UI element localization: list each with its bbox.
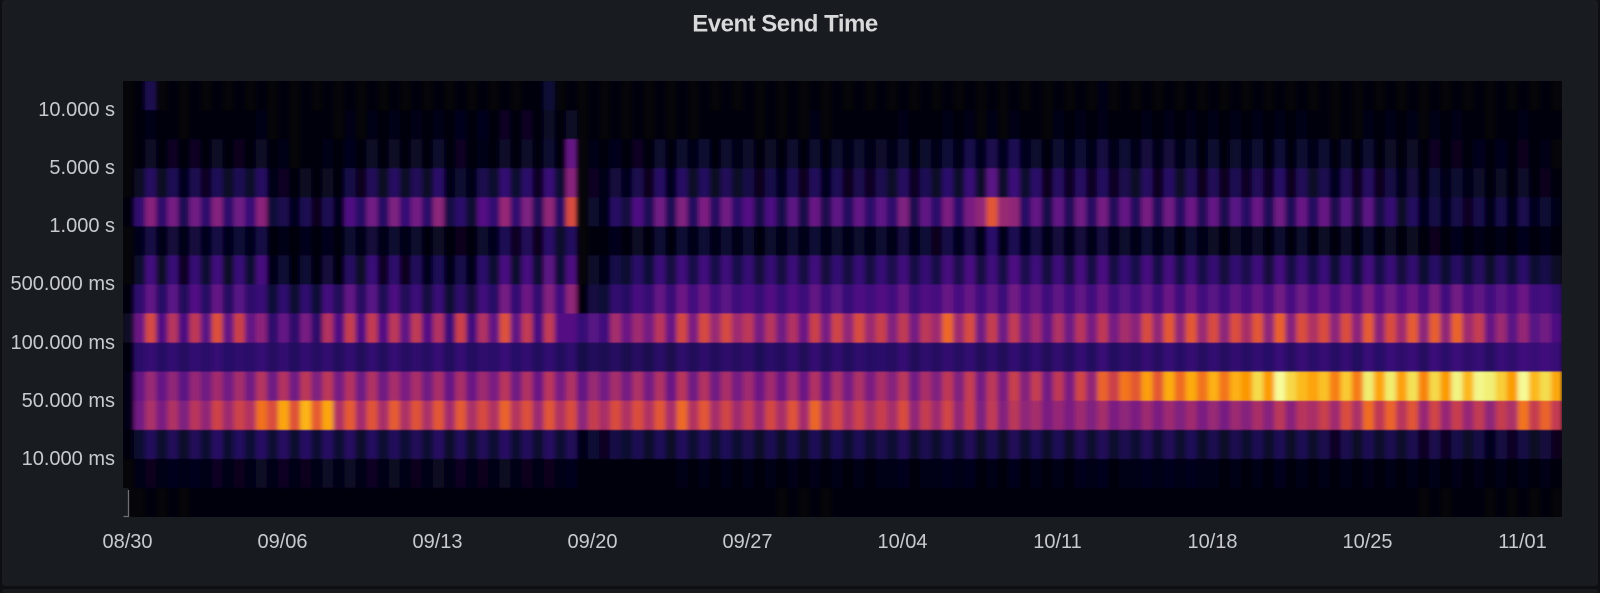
svg-text:10/25: 10/25 (1342, 531, 1392, 553)
svg-text:5.000 s: 5.000 s (49, 157, 115, 179)
svg-text:50.000 ms: 50.000 ms (22, 390, 115, 412)
svg-text:Event Send Time: Event Send Time (692, 11, 878, 38)
svg-text:09/20: 09/20 (567, 531, 617, 553)
svg-text:11/01: 11/01 (1498, 531, 1547, 553)
svg-text:09/13: 09/13 (412, 531, 462, 553)
svg-text:09/27: 09/27 (722, 531, 772, 553)
svg-text:500.000 ms: 500.000 ms (10, 273, 115, 295)
svg-text:08/30: 08/30 (102, 531, 152, 553)
svg-text:10.000 ms: 10.000 ms (22, 448, 115, 470)
svg-text:10/11: 10/11 (1033, 531, 1082, 553)
svg-text:10.000 s: 10.000 s (38, 99, 115, 121)
svg-text:09/06: 09/06 (257, 531, 307, 553)
svg-text:1.000 s: 1.000 s (49, 215, 115, 237)
svg-text:10/18: 10/18 (1187, 531, 1237, 553)
svg-text:10/04: 10/04 (877, 531, 927, 553)
svg-text:100.000 ms: 100.000 ms (10, 332, 115, 354)
